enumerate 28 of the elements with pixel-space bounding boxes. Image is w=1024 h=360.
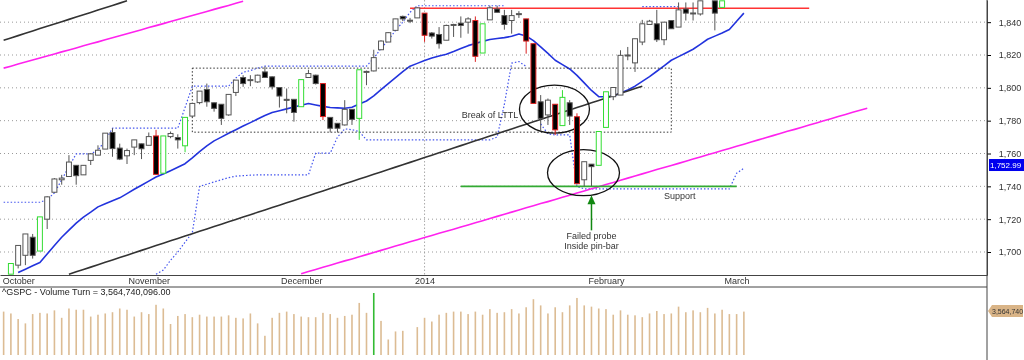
candlestick <box>407 17 414 24</box>
y-tick-label: 1,740 <box>998 181 1022 192</box>
chart-title: ^GSPC - Volume Turn = 3,564,740,096.00 <box>2 287 171 297</box>
y-tick-label: 1,840 <box>998 17 1022 28</box>
x-tick-label: November <box>128 276 171 287</box>
x-tick-label: 2014 <box>415 276 436 287</box>
line-series <box>2 0 128 42</box>
x-tick-label: March <box>724 276 750 287</box>
y-tick-label: 1,760 <box>998 148 1022 159</box>
y-tick-label: 1,800 <box>998 83 1022 94</box>
line-series <box>68 85 644 275</box>
y-tick-label: 1,700 <box>998 247 1022 258</box>
candlestick <box>523 18 530 55</box>
annotation: Support <box>664 191 697 202</box>
y-tick-label: 1,720 <box>998 214 1022 225</box>
line-series <box>2 0 244 69</box>
x-tick-label: December <box>280 276 323 287</box>
annotation: Break of LTTL <box>461 110 519 121</box>
y-tick-label: 1,780 <box>998 116 1022 127</box>
x-tick-label: February <box>588 276 625 287</box>
annotation: Failed probe Inside pin-bar <box>564 231 619 252</box>
candlestick <box>515 10 522 19</box>
line-series <box>17 12 745 274</box>
annotation: 1,752.99 <box>990 161 1022 171</box>
x-tick-label: October <box>2 276 35 287</box>
line-series <box>300 107 869 275</box>
candlestick <box>711 0 718 31</box>
y-tick-label: 1,820 <box>998 50 1022 61</box>
